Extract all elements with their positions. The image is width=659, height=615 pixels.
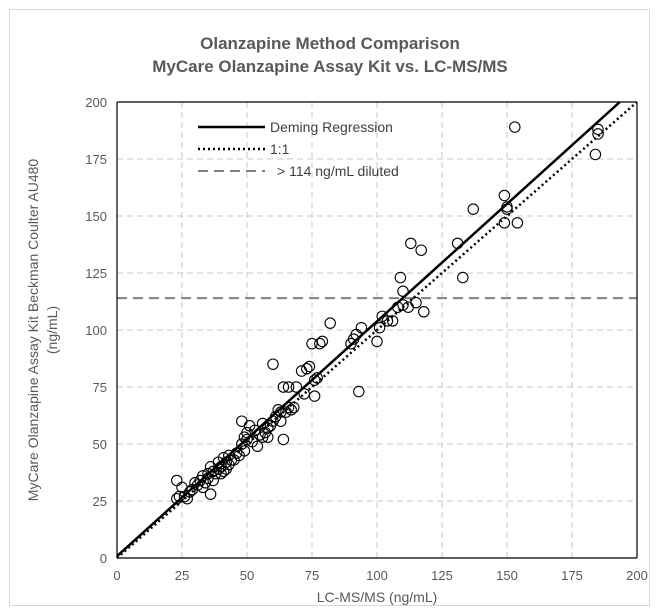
y-tick-label: 75 — [93, 380, 107, 395]
data-point — [501, 201, 513, 213]
data-point — [457, 271, 469, 284]
data-point — [285, 404, 297, 416]
x-tick-label: 200 — [626, 568, 648, 583]
data-point — [282, 381, 295, 393]
data-point — [405, 237, 417, 250]
gridlines — [117, 101, 638, 558]
y-tick-label: 25 — [93, 494, 107, 509]
data-point — [355, 321, 368, 334]
y-tick-label: 150 — [85, 209, 107, 224]
data-point — [353, 385, 365, 398]
chart-subtitle: MyCare Olanzapine Assay Kit vs. LC-MS/MS — [152, 57, 508, 76]
data-point — [592, 123, 604, 136]
chart-title: Olanzapine Method Comparison — [200, 34, 460, 53]
y-tick-label: 175 — [85, 152, 107, 167]
y-tick-label: 100 — [85, 323, 107, 338]
data-point — [418, 306, 430, 318]
data-point — [220, 456, 232, 468]
data-point — [301, 363, 313, 375]
data-point — [311, 372, 323, 384]
data-point — [397, 285, 409, 297]
data-point — [397, 299, 409, 311]
x-tick-label: 150 — [496, 568, 518, 583]
data-point — [275, 415, 287, 427]
y-tick-label: 125 — [85, 266, 107, 281]
x-tick-label: 175 — [561, 568, 583, 583]
x-tick-label: 75 — [305, 568, 319, 583]
data-point — [589, 148, 602, 161]
data-point — [511, 217, 524, 229]
data-point — [467, 203, 479, 215]
chart-frame — [9, 9, 650, 606]
data-point — [298, 388, 310, 400]
x-axis-title: LC-MS/MS (ng/mL) — [317, 589, 438, 605]
data-point — [267, 358, 279, 370]
legend: Deming Regression 1:1 > 114 ng/mL dilute… — [198, 119, 399, 179]
data-point — [509, 121, 521, 133]
data-point — [241, 426, 253, 439]
y-axis-title-unit: (ng/mL) — [44, 306, 60, 354]
y-tick-label: 200 — [85, 95, 107, 110]
data-point — [324, 317, 336, 329]
y-axis-title: MyCare Olanzapine Assay Kit Beckman Coul… — [25, 159, 41, 502]
y-tick-label: 0 — [100, 551, 107, 566]
data-point — [184, 486, 196, 498]
data-point — [236, 415, 248, 427]
data-point — [277, 433, 290, 446]
x-tick-label: 25 — [175, 568, 189, 583]
data-point — [251, 440, 264, 453]
data-point — [241, 433, 253, 446]
data-point — [171, 474, 183, 487]
data-point — [386, 315, 399, 327]
x-tick-label: 0 — [113, 568, 120, 583]
data-point — [288, 401, 300, 414]
data-point — [290, 381, 303, 393]
data-point — [498, 189, 511, 202]
data-point — [498, 217, 511, 229]
data-point — [316, 335, 329, 348]
data-point — [381, 315, 394, 327]
data-point — [230, 447, 243, 459]
data-point — [254, 429, 266, 441]
data-point — [282, 401, 295, 414]
data-point — [308, 374, 321, 386]
data-point — [410, 296, 422, 309]
data-point — [308, 390, 321, 402]
y-tick-label: 50 — [93, 437, 107, 452]
data-point — [394, 271, 407, 284]
data-point — [592, 128, 604, 140]
x-tick-label: 125 — [431, 568, 453, 583]
x-tick-label: 50 — [240, 568, 254, 583]
data-point — [451, 237, 464, 250]
data-point — [303, 360, 316, 373]
legend-threshold-label: > 114 ng/mL diluted — [277, 163, 399, 179]
data-point — [373, 321, 386, 334]
data-point — [371, 335, 383, 348]
legend-deming-label: Deming Regression — [270, 119, 393, 135]
x-tick-label: 100 — [366, 568, 388, 583]
data-point — [277, 381, 290, 393]
data-point — [181, 492, 193, 505]
data-points — [171, 121, 604, 505]
data-point — [207, 474, 219, 487]
data-point — [197, 470, 209, 482]
data-point — [238, 445, 251, 457]
legend-identity-label: 1:1 — [270, 141, 290, 157]
data-point — [204, 488, 217, 500]
tick-labels: 0 25 50 75 100 125 150 175 200 0 25 50 75 100 125 150 17… — [85, 95, 648, 583]
data-point — [314, 337, 326, 350]
data-point — [415, 244, 427, 256]
data-point — [262, 431, 274, 443]
